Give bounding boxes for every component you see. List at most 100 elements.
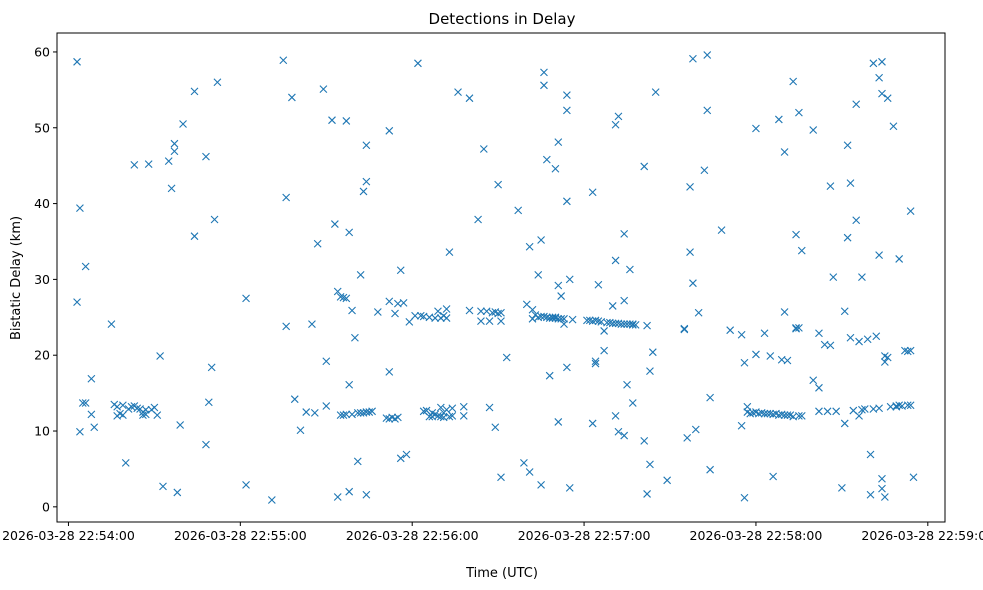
data-point-154 — [497, 308, 505, 317]
data-point-303 — [815, 329, 823, 338]
data-point-126 — [436, 403, 445, 412]
data-point-187 — [557, 292, 566, 300]
data-point-243 — [663, 476, 672, 485]
data-point-292 — [789, 77, 798, 86]
data-point-193 — [562, 197, 571, 206]
data-point-349 — [895, 255, 904, 263]
data-point-350 — [895, 401, 904, 410]
data-point-226 — [620, 431, 629, 440]
data-point-224 — [620, 230, 629, 238]
y-axis-ticks: 0 10 20 30 40 50 60 — [34, 44, 57, 514]
data-point-174 — [542, 155, 551, 164]
data-point-253 — [700, 166, 709, 175]
data-point-312 — [837, 483, 846, 492]
data-point-153 — [494, 180, 503, 189]
data-point-78 — [345, 380, 354, 389]
data-point-112 — [416, 311, 425, 320]
data-point-223 — [620, 320, 629, 329]
data-point-157 — [502, 353, 511, 362]
y-tick-label-6: 60 — [34, 44, 50, 59]
data-point-185 — [554, 418, 563, 426]
data-point-326 — [860, 405, 869, 413]
data-point-200 — [588, 317, 597, 325]
data-point-46 — [207, 363, 216, 372]
data-point-80 — [348, 410, 356, 419]
data-point-140 — [465, 306, 474, 315]
data-point-17 — [121, 458, 130, 467]
data-point-239 — [646, 460, 654, 469]
data-point-324 — [858, 405, 866, 414]
data-point-20 — [130, 161, 139, 169]
data-point-169 — [537, 236, 545, 244]
data-point-352 — [901, 346, 909, 355]
data-point-2 — [76, 427, 84, 436]
data-point-206 — [594, 280, 603, 289]
data-point-22 — [133, 404, 142, 413]
data-point-287 — [780, 148, 789, 156]
data-point-269 — [752, 124, 760, 133]
data-point-97 — [385, 367, 394, 376]
y-tick-label-1: 10 — [34, 424, 50, 439]
data-point-65 — [328, 116, 336, 125]
data-point-0 — [73, 57, 81, 66]
data-point-353 — [903, 401, 912, 410]
data-point-50 — [242, 480, 250, 489]
data-point-204 — [591, 357, 600, 366]
data-point-117 — [425, 412, 434, 421]
data-point-188 — [557, 314, 566, 323]
data-point-201 — [588, 419, 597, 428]
data-point-254 — [703, 51, 712, 59]
data-point-141 — [465, 94, 474, 103]
y-tick-label-0: 0 — [42, 499, 50, 514]
data-point-289 — [783, 356, 792, 365]
data-point-220 — [614, 112, 623, 121]
x-tick-label-1: 2026-03-28 22:55:00 — [174, 528, 307, 543]
scatter-points — [73, 51, 918, 504]
data-point-177 — [545, 371, 554, 380]
data-point-130 — [442, 405, 451, 414]
data-point-142 — [474, 215, 482, 224]
data-point-300 — [797, 411, 806, 420]
data-point-72 — [339, 411, 348, 419]
data-point-164 — [528, 305, 537, 314]
data-point-52 — [279, 56, 288, 65]
data-point-214 — [608, 319, 617, 328]
data-point-250 — [689, 279, 697, 288]
data-point-348 — [892, 402, 901, 410]
data-point-32 — [156, 352, 165, 360]
x-tick-label-5: 2026-03-28 22:59:00 — [861, 528, 983, 543]
data-point-76 — [345, 228, 354, 237]
data-point-234 — [631, 320, 640, 329]
data-point-247 — [686, 248, 694, 256]
data-point-190 — [560, 314, 568, 323]
data-point-327 — [863, 335, 872, 344]
data-point-82 — [353, 457, 362, 466]
data-point-25 — [139, 411, 147, 419]
data-point-238 — [643, 490, 651, 498]
data-point-286 — [780, 308, 789, 316]
data-point-304 — [815, 383, 823, 392]
data-point-317 — [846, 179, 855, 188]
data-point-218 — [611, 411, 620, 420]
data-point-232 — [628, 320, 637, 329]
data-point-138 — [459, 411, 468, 420]
data-point-199 — [585, 316, 594, 325]
data-point-147 — [485, 403, 494, 412]
y-tick-label-3: 30 — [34, 272, 50, 287]
data-point-143 — [477, 307, 485, 316]
data-point-315 — [843, 233, 852, 242]
data-point-91 — [362, 490, 371, 499]
data-point-5 — [81, 262, 90, 271]
data-point-225 — [620, 296, 629, 305]
data-point-84 — [356, 270, 365, 279]
data-point-12 — [113, 402, 122, 411]
data-point-28 — [144, 160, 153, 169]
data-point-63 — [322, 357, 331, 366]
data-point-282 — [774, 115, 783, 124]
data-point-146 — [482, 307, 491, 316]
data-point-262 — [740, 358, 749, 367]
data-point-54 — [282, 193, 291, 202]
data-point-161 — [525, 468, 534, 476]
data-point-42 — [190, 232, 199, 241]
data-point-325 — [858, 273, 866, 282]
